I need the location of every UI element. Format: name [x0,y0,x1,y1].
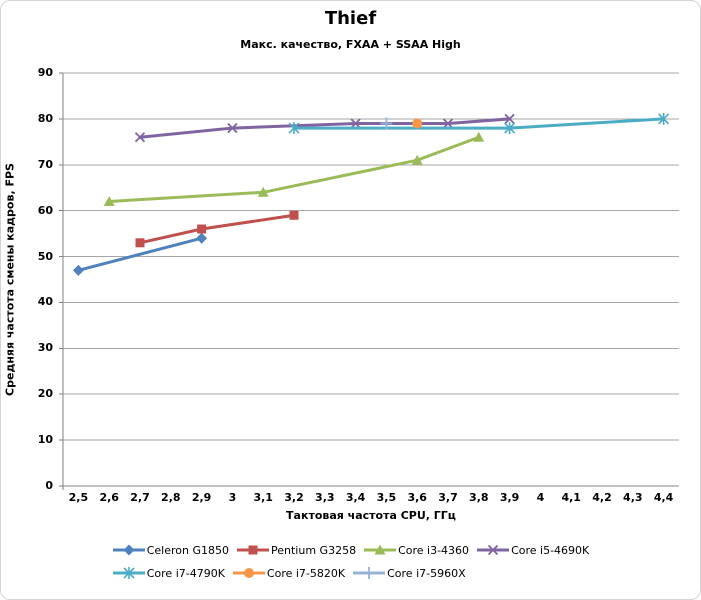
y-tick-label: 90 [37,66,53,79]
marker-x [504,113,515,125]
y-tick-label: 40 [37,295,53,309]
legend-row: Core i7-4790K Core i7-5820K Core i7-5960X [112,565,590,581]
marker-star [504,122,516,135]
marker-diamond [196,232,208,244]
legend-marker-icon [232,568,265,578]
marker-square [135,238,145,248]
x-tick-label: 4 [536,491,545,504]
legend-label: Core i7-5820K [266,566,346,580]
x-tick-label: 2,6 [99,491,119,504]
x-tick-label: 3,8 [469,491,489,504]
marker-star [658,112,670,125]
marker-x [227,122,238,134]
legend-label: Pentium G3258 [271,543,357,557]
x-tick-label: 4,2 [592,491,612,504]
y-tick-label: 50 [37,249,53,263]
chart-subtitle: Макс. качество, FXAA + SSAA High [240,38,461,51]
legend-label: Core i5-4690K [511,543,590,557]
legend-item-celeron-g1850: Celeron G1850 [112,542,229,558]
legend-label: Core i7-4790K [146,566,225,580]
y-tick-label: 70 [37,157,53,171]
legend-marker-shape [487,544,499,556]
series-line [138,213,296,245]
marker-square [197,224,207,234]
legend-label: Core i7-5960X [387,566,466,580]
marker-circle [412,118,423,129]
chart-title: Thief [324,8,377,29]
legend-marker-icon [112,567,145,579]
marker-x [134,132,146,143]
marker-plus [380,117,393,130]
y-axis-title: Средняя частота смены кадров, FPS [3,163,17,396]
legend-label: Core i3-4360 [398,543,470,557]
y-tick-label: 0 [45,479,53,492]
x-tick-label: 4,3 [623,491,643,504]
series-line [76,236,204,272]
legend-item-core-i7-4790k: Core i7-4790K [112,565,225,581]
legend-label: Celeron G1850 [146,543,230,557]
marker-x [350,118,361,129]
legend-marker-shape [363,567,376,579]
series-line [107,135,481,203]
legend-marker-icon [364,544,397,555]
legend-item-core-i7-5820k: Core i7-5820K [232,565,345,581]
legend-marker-shape [123,567,135,579]
x-tick-label: 3,1 [253,491,273,504]
x-tick-label: 3 [228,491,237,504]
x-tick-label: 4,4 [653,491,674,504]
x-tick-label: 3,2 [284,491,304,504]
x-tick-label: 3,9 [499,491,520,504]
legend-marker-icon [477,544,510,556]
chart-legend: Celeron G1850 Pentium G3258 Core i3-4360 Co… [1,542,700,588]
legend-marker-shape [374,544,386,555]
x-tick-label: 2,9 [191,491,212,504]
marker-diamond [72,264,84,276]
marker-triangle [103,195,115,206]
x-tick-label: 3,5 [376,491,397,504]
x-tick-label: 3,3 [315,491,335,504]
legend-items: Celeron G1850 Pentium G3258 Core i3-4360 Co… [112,542,590,588]
legend-marker-shape [248,545,258,555]
marker-triangle [473,131,485,142]
legend-marker-icon [112,544,145,556]
x-tick-label: 2,7 [130,491,150,504]
y-tick-label: 20 [37,387,53,401]
y-tick-label: 80 [37,111,53,125]
y-tick-label: 60 [37,203,53,217]
x-tick-label: 2,5 [68,491,89,504]
legend-item-core-i7-5960x: Core i7-5960X [352,565,466,581]
x-tick-label: 2,8 [161,491,181,504]
legend-row: Celeron G1850 Pentium G3258 Core i3-4360 Co… [112,542,589,558]
legend-marker-shape [243,568,254,578]
legend-item-pentium-g3258: Pentium G3258 [236,542,356,558]
marker-triangle [257,186,269,197]
marker-x [442,118,454,129]
legend-item-core-i3-4360: Core i3-4360 [363,542,469,558]
x-tick-label: 3,4 [345,491,366,504]
x-tick-label: 3,6 [407,491,427,504]
x-tick-label: 3,7 [438,491,458,504]
y-tick-label: 10 [37,433,53,447]
marker-square [289,210,299,220]
y-tick-label: 30 [37,341,53,355]
x-axis-title: Тактовая частота CPU, ГГц [286,509,456,522]
marker-triangle [411,154,423,165]
legend-marker-icon [237,545,270,555]
x-tick-label: 4,1 [561,491,581,504]
legend-item-core-i5-4690k: Core i5-4690K [476,542,589,558]
legend-marker-icon [353,567,386,579]
legend-marker-shape [123,544,135,556]
marker-star [288,122,300,135]
